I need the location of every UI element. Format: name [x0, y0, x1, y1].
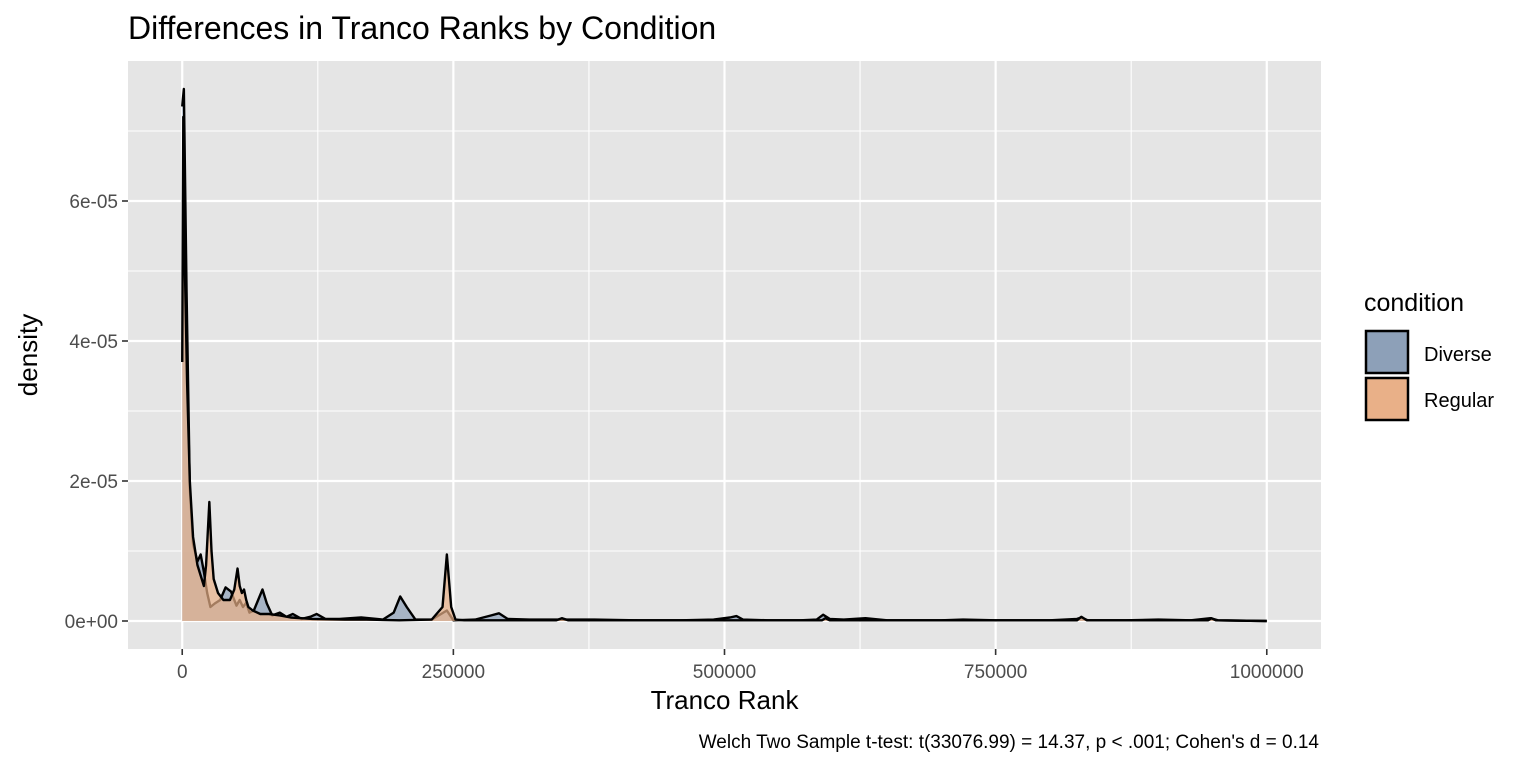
x-tick-label: 750000: [964, 662, 1027, 683]
x-axis: 0 250000 500000 750000 1000000: [177, 649, 1304, 683]
y-axis-title: density: [13, 314, 43, 396]
x-tick-label: 250000: [422, 662, 485, 683]
chart-caption: Welch Two Sample t-test: t(33076.99) = 1…: [699, 732, 1320, 753]
y-tick-label: 0e+00: [65, 612, 118, 633]
legend-key-regular: [1364, 376, 1410, 422]
density-line-regular: [181, 115, 1267, 623]
chart-title: Differences in Tranco Ranks by Condition: [128, 10, 716, 46]
legend-label-diverse: Diverse: [1424, 344, 1492, 366]
legend-key-diverse: [1364, 329, 1410, 375]
density-series: [181, 87, 1267, 623]
x-axis-title: Tranco Rank: [651, 685, 800, 715]
x-tick-label: 0: [177, 662, 188, 683]
y-tick-label: 6e-05: [69, 192, 118, 213]
legend-label-regular: Regular: [1424, 390, 1494, 412]
y-tick-label: 2e-05: [69, 472, 118, 493]
y-tick-label: 4e-05: [69, 332, 118, 353]
legend: condition Diverse Regular: [1364, 289, 1494, 422]
legend-title: condition: [1364, 289, 1464, 317]
x-tick-label: 500000: [693, 662, 756, 683]
y-axis: 0e+00 2e-05 4e-05 6e-05: [65, 192, 128, 633]
x-tick-label: 1000000: [1230, 662, 1304, 683]
